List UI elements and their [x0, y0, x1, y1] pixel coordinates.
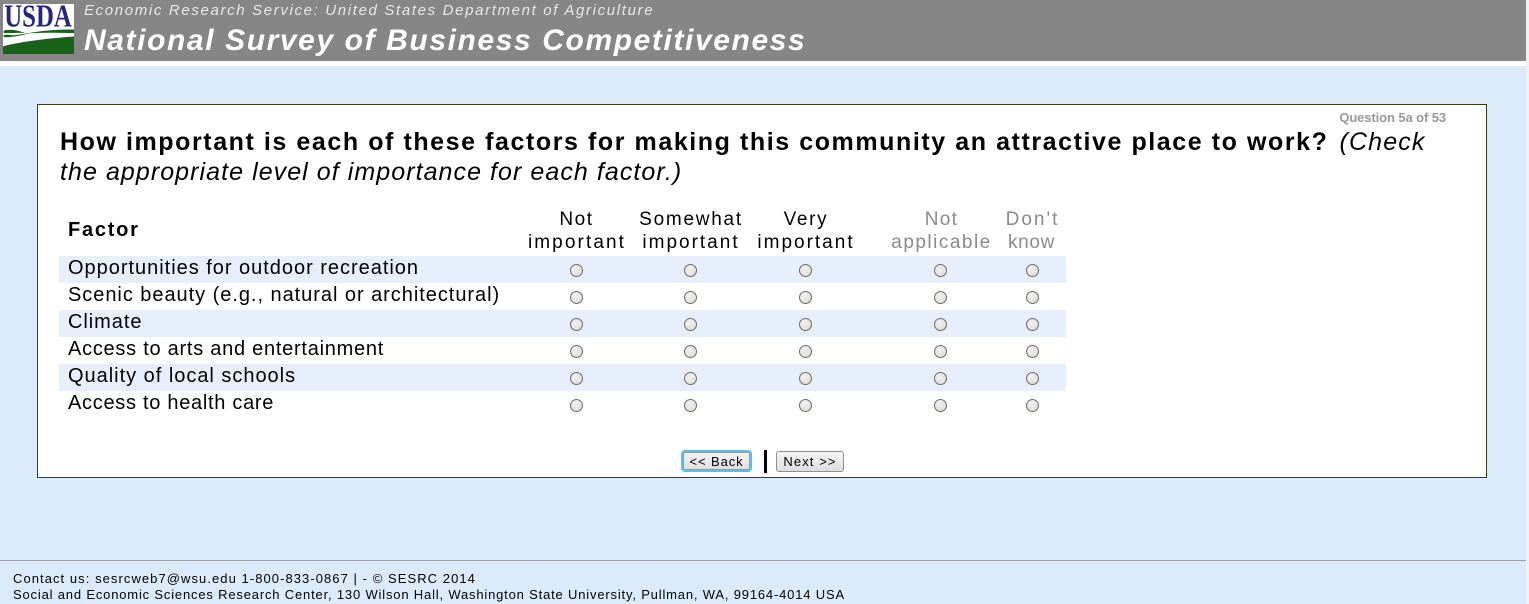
svg-text:USDA: USDA: [4, 4, 72, 34]
